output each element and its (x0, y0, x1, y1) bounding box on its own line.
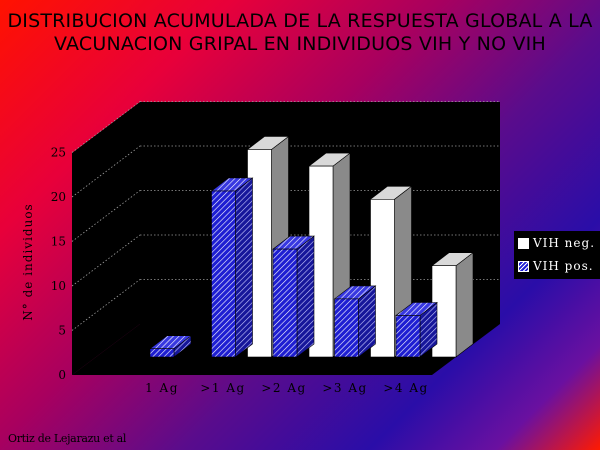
bar-vih-pos-1-ag-front (149, 348, 175, 358)
chart-title: DISTRIBUCION ACUMULADA DE LA RESPUESTA G… (0, 10, 600, 56)
gridline-left (71, 190, 141, 242)
gridline-left (71, 234, 141, 287)
bar-vih-pos-gt3-ag (333, 285, 377, 358)
credit-text: Ortiz de Lejarazu et al (8, 432, 127, 445)
bar-vih-pos-gt3-ag-front (334, 298, 359, 358)
x-tick-label-gt2-ag: >2 Ag (261, 381, 306, 395)
bar-vih-pos-gt2-ag-side (296, 235, 315, 358)
bar-vih-pos-gt4-ag-front (395, 315, 421, 358)
legend-label-vih-neg: VIH neg. (533, 236, 596, 250)
bar-vih-pos-gt2-ag-front (272, 248, 298, 358)
bar-vih-pos-gt1-ag (210, 177, 254, 358)
gridline-left (71, 101, 141, 153)
y-tick-label: 20 (51, 190, 66, 204)
y-tick-label: 5 (58, 324, 66, 338)
bar-vih-pos-gt1-ag-front (211, 190, 236, 358)
left-wall (72, 102, 140, 375)
y-tick-label: 15 (51, 235, 66, 249)
gridline-left (71, 145, 141, 198)
chart-title-line-2: VACUNACION GRIPAL EN INDIVIDUOS VIH Y NO… (54, 33, 546, 55)
bar-vih-neg-gt4-ag (431, 252, 474, 358)
legend-swatch-vih-neg (518, 237, 529, 249)
legend: VIH neg. VIH pos. (514, 231, 600, 279)
y-tick-label: 0 (58, 368, 66, 382)
legend-swatch-vih-pos (518, 260, 529, 272)
x-tick-label-1-ag: 1 Ag (145, 381, 179, 395)
x-axis-categories: 1 Ag >1 Ag >2 Ag >3 Ag >4 Ag (145, 381, 428, 395)
legend-item-vih-pos: VIH pos. (518, 259, 594, 273)
legend-label-vih-pos: VIH pos. (533, 259, 594, 273)
x-tick-label-gt4-ag: >4 Ag (383, 381, 428, 395)
bar-vih-pos-gt2-ag (272, 235, 315, 358)
y-tick-label: 25 (51, 146, 66, 160)
bar-vih-neg-gt4-ag-side (455, 252, 474, 358)
chart-title-line-1: DISTRIBUCION ACUMULADA DE LA RESPUESTA G… (7, 10, 593, 32)
bar-vih-pos-gt1-ag-side (235, 177, 253, 358)
x-tick-label-gt1-ag: >1 Ag (200, 381, 245, 395)
y-axis-ticks: 0 5 10 15 20 25 (51, 146, 66, 383)
gridline-left (71, 279, 141, 331)
legend-item-vih-neg: VIH neg. (518, 236, 595, 250)
bar-vih-pos-gt4-ag (395, 301, 438, 358)
bar-vih-pos-1-ag (149, 335, 192, 358)
y-tick-label: 10 (51, 279, 66, 293)
bars (149, 135, 474, 358)
x-tick-label-gt3-ag: >3 Ag (322, 381, 367, 395)
y-axis-label: N° de individuos (21, 203, 35, 320)
